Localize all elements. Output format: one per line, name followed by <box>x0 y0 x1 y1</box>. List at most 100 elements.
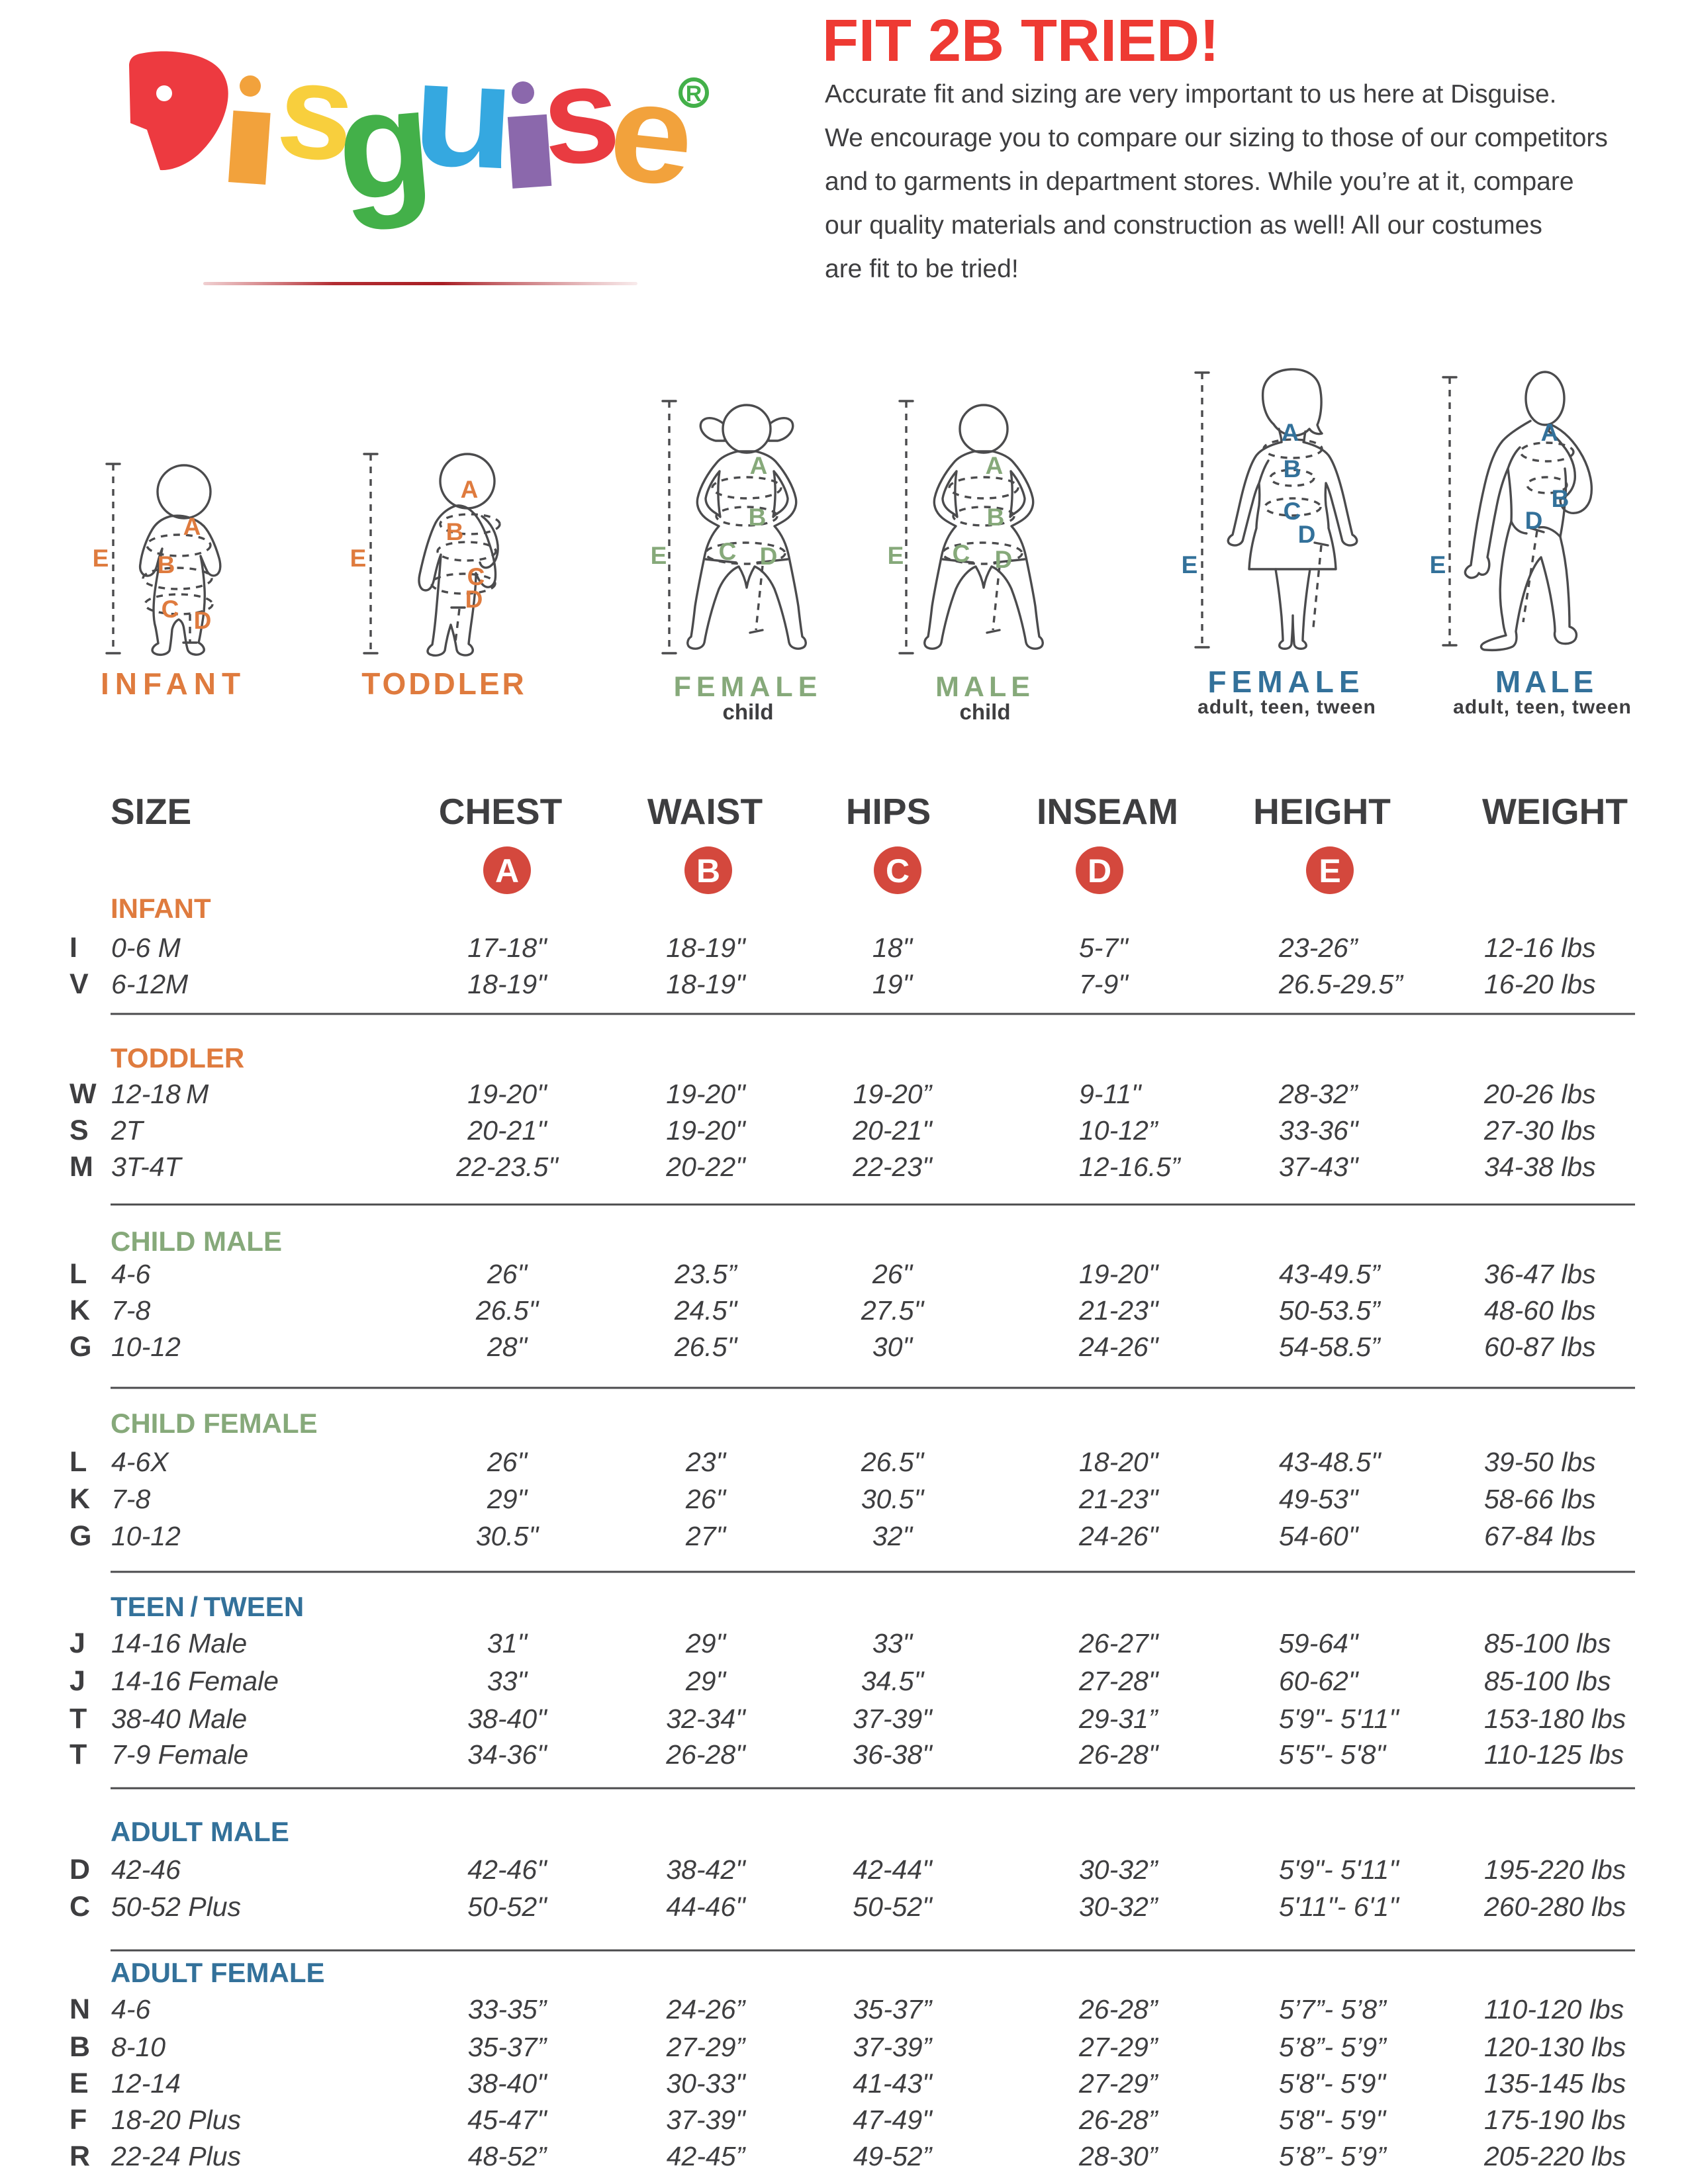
svg-text:A: A <box>461 476 479 503</box>
svg-text:A: A <box>1541 419 1559 446</box>
svg-text:28-30”: 28-30” <box>1078 2141 1159 2171</box>
svg-text:CHILD MALE: CHILD MALE <box>111 1226 282 1257</box>
svg-text:19-20": 19-20" <box>1079 1259 1160 1289</box>
svg-text:27": 27" <box>685 1521 727 1551</box>
svg-text:28": 28" <box>487 1332 529 1362</box>
svg-text:B: B <box>987 504 1005 531</box>
svg-text:FEMALE: FEMALE <box>1207 664 1364 699</box>
svg-text:E: E <box>1319 852 1340 889</box>
svg-text:5’8”- 5’9”: 5’8”- 5’9” <box>1279 2032 1387 2062</box>
svg-text:85-100 lbs: 85-100 lbs <box>1484 1666 1611 1696</box>
svg-text:26.5": 26.5" <box>475 1295 540 1326</box>
svg-text:21-23": 21-23" <box>1078 1484 1160 1514</box>
svg-text:5'8"- 5'9": 5'8"- 5'9" <box>1279 2068 1387 2099</box>
svg-text:E: E <box>888 542 904 569</box>
svg-text:19-20": 19-20" <box>467 1079 548 1109</box>
svg-text:49-53": 49-53" <box>1279 1484 1360 1514</box>
svg-text:B: B <box>749 504 767 531</box>
svg-text:27-28": 27-28" <box>1078 1666 1160 1696</box>
svg-text:5'11"- 6'1": 5'11"- 6'1" <box>1279 1891 1400 1922</box>
svg-text:E: E <box>93 545 109 572</box>
svg-text:C: C <box>70 1891 90 1923</box>
svg-text:24.5": 24.5" <box>674 1295 739 1326</box>
svg-text:C: C <box>162 596 179 623</box>
svg-text:TODDLER: TODDLER <box>111 1042 244 1073</box>
svg-text:19-20": 19-20" <box>666 1115 747 1146</box>
svg-text:MALE: MALE <box>935 671 1035 703</box>
svg-text:36-38": 36-38" <box>853 1739 933 1770</box>
svg-text:12-18 M: 12-18 M <box>111 1079 209 1109</box>
svg-text:22-23": 22-23" <box>852 1152 933 1182</box>
svg-text:67-84 lbs: 67-84 lbs <box>1484 1521 1596 1551</box>
svg-text:18-20 Plus: 18-20 Plus <box>111 2105 241 2135</box>
svg-text:g: g <box>330 54 439 233</box>
svg-text:18": 18" <box>872 933 914 963</box>
svg-text:26": 26" <box>685 1484 727 1514</box>
svg-text:F: F <box>70 2104 87 2136</box>
svg-text:35-37”: 35-37” <box>853 1994 933 2025</box>
svg-text:J: J <box>70 1665 85 1697</box>
svg-text:R: R <box>686 81 702 107</box>
svg-text:37-39": 37-39" <box>853 1704 933 1734</box>
svg-text:R: R <box>70 2140 90 2172</box>
svg-text:50-52": 50-52" <box>853 1891 933 1922</box>
svg-text:37-43": 37-43" <box>1279 1152 1360 1182</box>
svg-text:34-36": 34-36" <box>467 1739 548 1770</box>
svg-text:38-40": 38-40" <box>467 1704 548 1734</box>
svg-text:M: M <box>70 1151 93 1183</box>
svg-text:We encourage you to compare ou: We encourage you to compare our sizing t… <box>825 124 1608 152</box>
svg-text:38-40": 38-40" <box>467 2068 548 2099</box>
svg-text:WAIST: WAIST <box>647 791 763 832</box>
svg-text:34-38 lbs: 34-38 lbs <box>1484 1152 1596 1182</box>
svg-text:30.5": 30.5" <box>861 1484 925 1514</box>
svg-text:26": 26" <box>487 1447 529 1477</box>
svg-text:27-29”: 27-29” <box>1078 2068 1159 2099</box>
svg-text:TEEN / TWEEN: TEEN / TWEEN <box>111 1591 304 1622</box>
svg-text:WEIGHT: WEIGHT <box>1482 791 1628 832</box>
svg-text:INFANT: INFANT <box>111 893 211 924</box>
svg-text:10-12: 10-12 <box>111 1332 181 1362</box>
svg-text:32": 32" <box>872 1521 914 1551</box>
svg-text:B: B <box>1552 485 1570 512</box>
svg-text:and to garments in department: and to garments in department stores. Wh… <box>825 167 1574 196</box>
svg-text:48-60 lbs: 48-60 lbs <box>1484 1295 1596 1326</box>
svg-text:5'5"- 5'8": 5'5"- 5'8" <box>1279 1739 1387 1770</box>
svg-text:39-50 lbs: 39-50 lbs <box>1484 1447 1596 1477</box>
svg-text:V: V <box>70 968 89 1000</box>
svg-text:INSEAM: INSEAM <box>1037 791 1178 832</box>
svg-text:I: I <box>70 932 77 964</box>
svg-text:e: e <box>602 52 701 216</box>
svg-text:s: s <box>538 36 624 193</box>
svg-text:33-35”: 33-35” <box>468 1994 548 2025</box>
svg-text:7-8: 7-8 <box>111 1295 150 1326</box>
svg-text:16-20 lbs: 16-20 lbs <box>1484 969 1596 999</box>
svg-text:27.5": 27.5" <box>861 1295 925 1326</box>
svg-text:31": 31" <box>487 1628 529 1659</box>
svg-text:CHILD FEMALE: CHILD FEMALE <box>111 1408 318 1439</box>
svg-text:2T: 2T <box>111 1115 145 1146</box>
svg-text:120-130 lbs: 120-130 lbs <box>1484 2032 1626 2062</box>
svg-text:D: D <box>194 607 212 634</box>
svg-text:26-28": 26-28" <box>1078 1739 1160 1770</box>
svg-text:19-20": 19-20" <box>666 1079 747 1109</box>
svg-text:50-53.5”: 50-53.5” <box>1279 1295 1382 1326</box>
svg-text:135-145 lbs: 135-145 lbs <box>1484 2068 1626 2099</box>
svg-text:B: B <box>446 518 464 545</box>
svg-text:FIT 2B TRIED!: FIT 2B TRIED! <box>822 8 1219 74</box>
svg-text:B: B <box>158 551 175 578</box>
svg-text:D: D <box>760 543 778 570</box>
svg-text:B: B <box>696 852 720 889</box>
svg-text:50-52 Plus: 50-52 Plus <box>111 1891 241 1922</box>
svg-text:adult, teen, tween: adult, teen, tween <box>1453 696 1632 718</box>
svg-text:43-49.5”: 43-49.5” <box>1279 1259 1382 1289</box>
svg-text:30-32”: 30-32” <box>1079 1854 1159 1885</box>
svg-text:adult, teen, tween: adult, teen, tween <box>1197 696 1376 718</box>
svg-text:our quality materials and cons: our quality materials and construction a… <box>825 211 1542 240</box>
svg-text:14-16 Female: 14-16 Female <box>111 1666 279 1696</box>
svg-text:38-42": 38-42" <box>666 1854 747 1885</box>
svg-text:41-43": 41-43" <box>853 2068 933 2099</box>
svg-text:12-14: 12-14 <box>111 2068 181 2099</box>
svg-text:54-60": 54-60" <box>1279 1521 1360 1551</box>
svg-text:29": 29" <box>685 1666 727 1696</box>
svg-text:54-58.5”: 54-58.5” <box>1279 1332 1382 1362</box>
